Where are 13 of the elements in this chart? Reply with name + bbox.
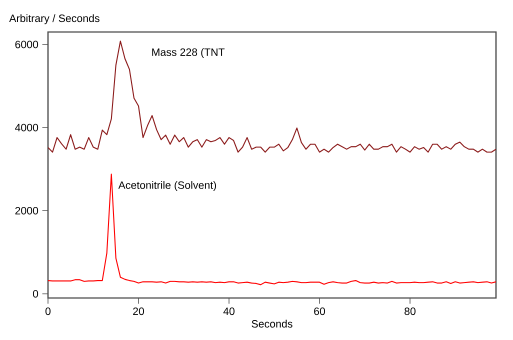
x-tick-label: 40 [223,308,235,316]
y-axis-title: Arbitrary / Seconds [9,14,100,24]
y-tick-label: 2000 [15,206,38,214]
text: Mass 228 (TNT [152,48,225,58]
x-axis-title: Seconds [252,320,292,328]
x-tick-label: 0 [45,308,51,316]
x-tick-label: 60 [314,308,326,316]
x-tick-label: 20 [133,308,144,316]
y-tick-label: 0 [32,290,38,298]
series-label: Acetonitrile (Solvent) [118,181,216,192]
y-tick-label: 6000 [15,40,38,48]
x-tick-label: 80 [404,308,416,316]
y-tick-label: 4000 [15,124,38,132]
